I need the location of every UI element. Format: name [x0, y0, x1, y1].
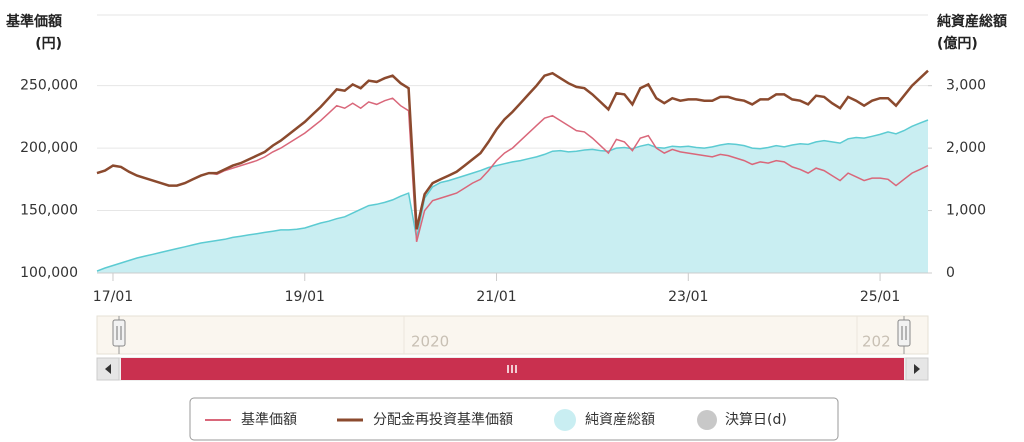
scrollbar-grip: [507, 365, 517, 373]
y-tick-label: 250,000: [20, 78, 78, 94]
y2-axis-title: (億円): [937, 35, 978, 52]
y-axis-title: 基準価額: [6, 13, 62, 30]
y-tick-label: 100,000: [20, 265, 78, 281]
legend-label: 決算日(d): [725, 412, 787, 428]
navigator[interactable]: [96, 315, 929, 355]
legend-label: 分配金再投資基準価額: [373, 411, 513, 428]
y2-tick-label: 1,000: [946, 203, 986, 219]
x-tick-label: 17/01: [93, 289, 133, 305]
arrow-icon: [914, 364, 920, 374]
y-tick-label: 200,000: [20, 140, 78, 156]
legend-label: 基準価額: [241, 411, 297, 428]
legend-symbol: [697, 410, 717, 430]
y2-tick-label: 2,000: [946, 140, 986, 156]
x-tick-label: 19/01: [285, 289, 325, 305]
line: [96, 69, 929, 230]
legend-item[interactable]: 決算日(d): [697, 410, 787, 430]
y-tick-label: 150,000: [20, 203, 78, 219]
navigator-handle[interactable]: [897, 316, 911, 354]
area: [97, 120, 928, 273]
legend: [189, 397, 839, 441]
arrow-icon: [105, 364, 111, 374]
y-axis-title: (円): [35, 36, 62, 52]
x-tick-label: 21/01: [476, 289, 516, 305]
legend-item[interactable]: 基準価額: [205, 411, 297, 428]
legend-item[interactable]: 純資産総額: [554, 409, 655, 431]
y2-tick-label: 3,000: [946, 78, 986, 94]
y2-axis-title: 純資産総額: [937, 13, 1007, 30]
y2-tick-label: 0: [946, 265, 955, 281]
legend-item[interactable]: 分配金再投資基準価額: [337, 411, 513, 428]
navigator-label: 2020: [411, 333, 449, 351]
navigator-label: 202: [862, 333, 891, 351]
x-tick-label: 25/01: [860, 289, 900, 305]
legend-label: 純資産総額: [585, 412, 655, 428]
area-line: [96, 119, 929, 272]
legend-symbol: [554, 409, 576, 431]
line: [96, 97, 929, 242]
navigator-handle[interactable]: [112, 316, 126, 354]
x-tick-label: 23/01: [668, 289, 708, 305]
